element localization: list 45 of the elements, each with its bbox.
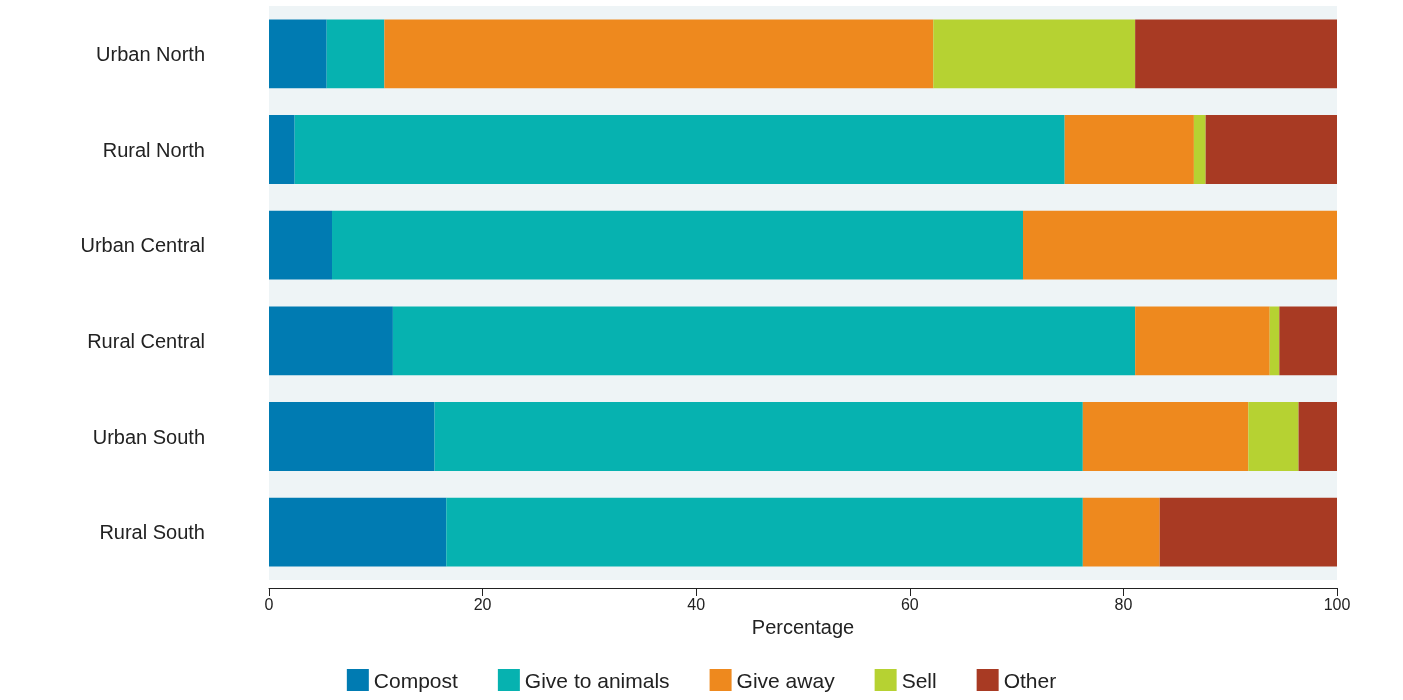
bar: [1082, 402, 1249, 471]
x-tick-label: 0: [264, 595, 274, 613]
bar: [1159, 497, 1337, 567]
bar: [269, 306, 393, 376]
bar: [269, 115, 295, 184]
bar: [1023, 210, 1337, 280]
x-tick-label: 80: [1114, 595, 1133, 613]
bar: [434, 402, 1083, 471]
bar: [269, 210, 333, 280]
bar: [269, 402, 435, 471]
y-tick-label: Rural North: [102, 138, 205, 161]
x-axis-title: Percentage: [751, 615, 855, 638]
bar: [1064, 115, 1194, 184]
y-tick-label: Urban South: [92, 425, 205, 448]
y-tick-label: Rural Central: [87, 329, 205, 352]
legend-label: Give away: [736, 668, 836, 692]
y-tick-label: Rural South: [99, 521, 205, 544]
x-tick-label: 60: [900, 595, 919, 613]
y-tick-label: Urban North: [96, 42, 205, 65]
bar: [1135, 306, 1270, 376]
x-tick-label: 100: [1323, 595, 1351, 613]
x-tick-label: 40: [687, 595, 706, 613]
bar: [1205, 115, 1337, 184]
bar: [294, 115, 1065, 184]
legend-label: Sell: [901, 668, 937, 692]
y-tick-label: Urban Central: [80, 234, 205, 257]
bar: [1193, 115, 1206, 184]
bar: [446, 497, 1083, 567]
bar: [384, 19, 934, 89]
legend-label: Give to animals: [524, 668, 670, 692]
legend-label: Other: [1003, 668, 1057, 692]
bar: [1269, 306, 1280, 376]
bar: [1082, 497, 1160, 567]
bar: [269, 497, 447, 567]
legend-label: Compost: [373, 668, 459, 692]
bar: [1135, 19, 1337, 89]
bar: [269, 19, 327, 89]
bar: [332, 210, 1024, 280]
bar: [326, 19, 385, 89]
x-tick-label: 20: [473, 595, 492, 613]
bar: [392, 306, 1136, 376]
bar: [1248, 402, 1299, 471]
bar: [933, 19, 1136, 89]
bar: [1279, 306, 1337, 376]
bar: [1298, 402, 1337, 471]
